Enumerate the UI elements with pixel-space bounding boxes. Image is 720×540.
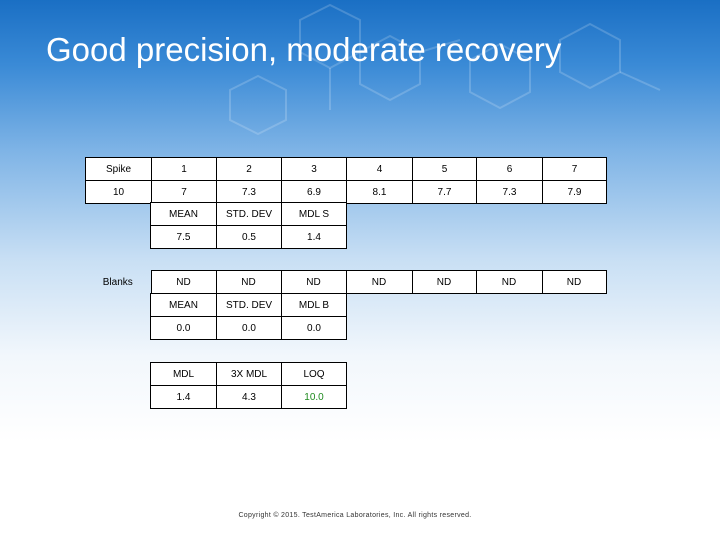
replicate-7: 7: [542, 157, 607, 181]
summary-values-row: 1.4 4.3 10.0: [150, 385, 347, 409]
spike-mdl-value: 1.4: [281, 225, 347, 249]
spike-stats-table: MEAN STD. DEV MDL S 7.5 0.5 1.4: [150, 202, 347, 249]
replicate-6: 6: [476, 157, 543, 181]
blank-result: ND: [280, 270, 347, 294]
spike-result: 7.3: [476, 180, 543, 204]
blanks-stats-header-row: MEAN STD. DEV MDL B: [150, 293, 347, 317]
blanks-stats-values-row: 0.0 0.0 0.0: [150, 316, 347, 340]
spike-result: 7.9: [542, 180, 607, 204]
spike-values-row: 10 7 7.3 6.9 8.1 7.7 7.3 7.9: [85, 180, 607, 204]
spike-stats-header-row: MEAN STD. DEV MDL S: [150, 202, 347, 226]
blanks-stddev-value: 0.0: [216, 316, 282, 340]
spike-result: 8.1: [346, 180, 413, 204]
spike-stddev-value: 0.5: [216, 225, 282, 249]
replicate-5: 5: [412, 157, 477, 181]
spike-result: 6.9: [281, 180, 347, 204]
blank-result: ND: [541, 270, 607, 294]
slide-title: Good precision, moderate recovery: [46, 31, 562, 68]
copyright-text: Copyright © 2015. TestAmerica Laboratori…: [238, 512, 472, 519]
copyright-footer: Copyright © 2015. TestAmerica Laboratori…: [0, 512, 720, 519]
spike-results-table: Spike 1 2 3 4 5 6 7 10 7 7.3 6.9 8.1 7.7…: [85, 157, 607, 204]
spike-label: Spike: [85, 157, 152, 181]
3x-mdl-value: 4.3: [216, 385, 282, 409]
mdl-header: MDL: [150, 362, 217, 386]
blanks-stats-table: MEAN STD. DEV MDL B 0.0 0.0 0.0: [150, 293, 347, 340]
blanks-label: Blanks: [102, 276, 133, 288]
blank-result: ND: [411, 270, 477, 294]
spike-result: 7.7: [412, 180, 477, 204]
loq-header: LOQ: [281, 362, 347, 386]
spike-concentration: 10: [85, 180, 152, 204]
summary-header-row: MDL 3X MDL LOQ: [150, 362, 347, 386]
replicate-4: 4: [346, 157, 413, 181]
blanks-mdl-header: MDL B: [281, 293, 347, 317]
3x-mdl-header: 3X MDL: [216, 362, 282, 386]
replicate-2: 2: [216, 157, 282, 181]
blanks-mean-header: MEAN: [150, 293, 217, 317]
spike-stddev-header: STD. DEV: [216, 202, 282, 226]
blanks-results-table: Blanks ND ND ND ND ND ND ND: [85, 270, 607, 294]
blank-result: ND: [345, 270, 413, 294]
spike-result: 7.3: [216, 180, 282, 204]
blank-result: ND: [215, 270, 282, 294]
loq-value: 10.0: [281, 385, 347, 409]
spike-mean-header: MEAN: [150, 202, 217, 226]
blanks-mdl-value: 0.0: [281, 316, 347, 340]
mdl-value: 1.4: [150, 385, 217, 409]
blanks-row: Blanks ND ND ND ND ND ND ND: [85, 270, 607, 294]
summary-table: MDL 3X MDL LOQ 1.4 4.3 10.0: [150, 362, 347, 409]
spike-mean-value: 7.5: [150, 225, 217, 249]
blank-result: ND: [475, 270, 543, 294]
blanks-mean-value: 0.0: [150, 316, 217, 340]
blanks-stddev-header: STD. DEV: [216, 293, 282, 317]
replicate-1: 1: [151, 157, 217, 181]
replicate-3: 3: [281, 157, 347, 181]
spike-result: 7: [151, 180, 217, 204]
spike-header-row: Spike 1 2 3 4 5 6 7: [85, 157, 607, 181]
spike-mdl-header: MDL S: [281, 202, 347, 226]
blank-result: ND: [150, 270, 217, 294]
spike-stats-values-row: 7.5 0.5 1.4: [150, 225, 347, 249]
